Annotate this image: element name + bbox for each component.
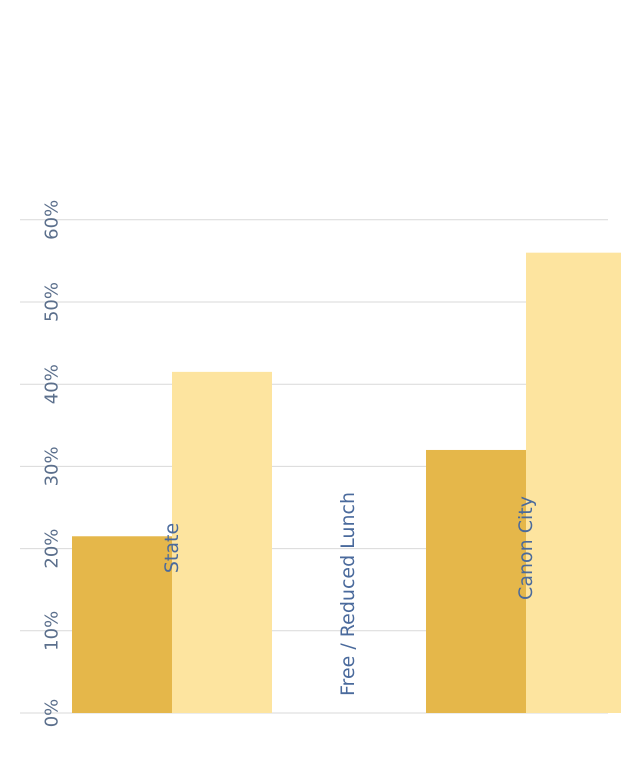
bar-state-series-2 [172,371,272,713]
bar-state-series-1 [72,536,172,713]
value-tick-label: 0% [42,699,63,728]
category-label: State [161,523,183,573]
value-tick-label: 40% [42,364,63,404]
category-labels: Canon City State [161,496,537,600]
category-axis-title: Free / Reduced Lunch [337,492,359,696]
value-tick-label: 60% [42,200,63,240]
bars [72,252,621,713]
value-tick-label: 10% [42,611,63,651]
value-tick-label: 30% [42,446,63,486]
value-axis-ticks: 0% 10% 20% 30% 40% 50% 60% [42,200,63,727]
category-label: Canon City [515,496,537,600]
bar-canon-city-series-1 [426,449,526,713]
bar-canon-city-series-2 [526,252,621,713]
value-tick-label: 20% [42,529,63,569]
value-tick-label: 50% [42,282,63,322]
